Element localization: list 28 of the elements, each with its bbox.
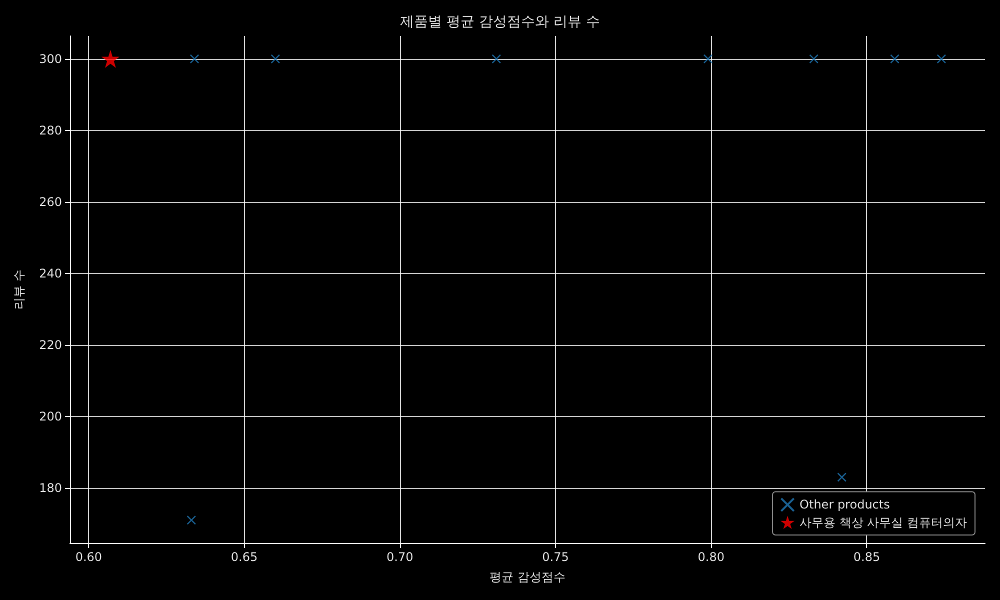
point: [890, 54, 900, 64]
point: [704, 54, 713, 64]
point: [186, 516, 196, 525]
y-tick-label: 240: [39, 266, 62, 280]
legend-label: 사무용 책상 사무실 컴퓨터의자: [800, 515, 968, 530]
y-tick-label: 180: [39, 480, 62, 495]
point: [809, 54, 818, 64]
x-tick-label: 0.60: [75, 550, 102, 564]
y-tick-label: 220: [39, 338, 62, 352]
point: [101, 50, 120, 68]
x-tick-label: 0.70: [386, 550, 414, 564]
y-tick-label: 200: [39, 409, 62, 424]
point: [492, 54, 501, 64]
x-tick-label: 0.75: [542, 550, 569, 564]
legend-label: Other products: [800, 498, 890, 512]
x-tick-label: 0.85: [853, 550, 880, 564]
y-axis-title: 리뷰 수: [12, 270, 26, 310]
y-tick-label: 260: [39, 194, 62, 209]
point: [936, 54, 946, 64]
x-tick-label: 0.65: [230, 550, 258, 564]
point: [270, 54, 280, 64]
y-tick-label: 280: [39, 123, 62, 138]
y-tick-label: 300: [39, 52, 62, 66]
point: [837, 472, 846, 482]
x-tick-label: 0.80: [698, 550, 724, 564]
x-axis-title: 평균 감성점수: [490, 570, 566, 584]
point: [190, 54, 199, 64]
chart-title: 제품별 평균 감성점수와 리뷰 수: [400, 14, 600, 30]
